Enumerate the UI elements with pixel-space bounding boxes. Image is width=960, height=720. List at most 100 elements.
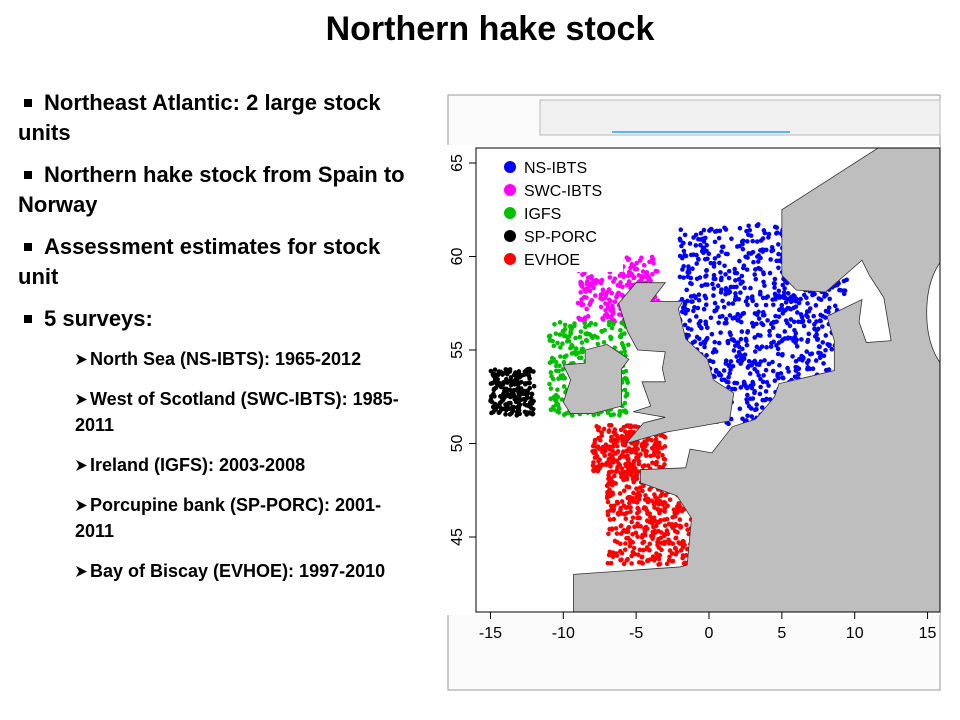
survey-point [558, 354, 563, 359]
survey-point [643, 524, 649, 530]
survey-point [609, 459, 615, 465]
survey-point [778, 231, 784, 237]
survey-point [675, 469, 681, 474]
survey-point [625, 257, 631, 262]
survey-point [571, 382, 576, 388]
survey-point [644, 292, 650, 297]
survey-point [678, 505, 684, 511]
survey-point [814, 258, 820, 263]
survey-point [600, 363, 606, 368]
survey-point [776, 386, 782, 392]
survey-point [600, 291, 605, 296]
survey-point [582, 269, 587, 274]
survey-point [582, 324, 588, 330]
survey-point [592, 437, 598, 443]
survey-point [779, 269, 785, 275]
survey-point [639, 276, 644, 282]
survey-point [607, 391, 613, 397]
survey-point [700, 398, 705, 404]
survey-point [585, 286, 591, 292]
survey-point [661, 517, 667, 522]
survey-point [632, 465, 637, 471]
survey-point [548, 386, 554, 391]
survey-point [651, 518, 657, 524]
survey-point [569, 413, 575, 418]
survey-point [556, 376, 561, 381]
survey-point [666, 541, 672, 546]
survey-point [803, 264, 809, 269]
survey-point [776, 340, 782, 345]
survey-point [628, 271, 634, 276]
survey-point [514, 374, 519, 380]
survey-point [814, 238, 820, 244]
survey-point [673, 535, 679, 541]
survey-point [517, 402, 523, 408]
survey-point [826, 287, 832, 292]
arrow-shape [76, 394, 87, 405]
survey-point [803, 269, 808, 275]
survey-point [712, 229, 718, 234]
survey-point [829, 282, 835, 288]
survey-point [640, 468, 646, 474]
survey-point [703, 235, 708, 241]
survey-point [622, 442, 628, 448]
survey-point [815, 336, 821, 342]
survey-point [817, 418, 822, 423]
survey-point [840, 358, 846, 363]
sub-bullet: North Sea (NS-IBTS): 1965-2012 [75, 346, 420, 372]
survey-point [677, 318, 683, 324]
survey-point [816, 344, 822, 349]
survey-point [685, 326, 691, 331]
survey-point [516, 390, 521, 396]
survey-point [680, 490, 685, 495]
survey-point [602, 405, 607, 411]
survey-point [497, 381, 503, 386]
survey-point [501, 379, 506, 385]
survey-point [617, 334, 623, 339]
survey-point [622, 547, 628, 552]
survey-point [698, 341, 704, 347]
survey-point [805, 301, 810, 306]
survey-point [720, 298, 725, 304]
survey-point [713, 349, 719, 354]
survey-point [743, 336, 749, 342]
survey-point [667, 539, 673, 545]
survey-point [715, 305, 720, 310]
survey-point [618, 523, 624, 528]
survey-point [840, 344, 846, 350]
survey-point [758, 333, 763, 338]
survey-point [683, 311, 688, 316]
survey-point [658, 433, 663, 438]
survey-point [632, 469, 637, 475]
survey-point [823, 308, 829, 314]
survey-point [591, 285, 596, 291]
survey-point [653, 495, 658, 500]
continent [573, 148, 940, 612]
survey-point [704, 268, 709, 273]
survey-point [558, 373, 564, 378]
survey-point [579, 262, 585, 268]
survey-point [578, 290, 583, 295]
survey-point [669, 524, 675, 529]
survey-point [569, 345, 575, 350]
survey-point [685, 560, 691, 565]
survey-point [589, 264, 594, 269]
survey-point [655, 520, 660, 526]
survey-point [612, 319, 617, 324]
survey-point [659, 445, 665, 451]
survey-point [707, 378, 713, 383]
survey-point [646, 300, 652, 306]
survey-point [618, 523, 624, 529]
survey-point [697, 323, 702, 329]
survey-point [518, 386, 524, 391]
survey-point [654, 443, 660, 449]
survey-point [530, 411, 535, 417]
survey-point [710, 373, 716, 379]
survey-point [685, 298, 690, 304]
survey-point [812, 225, 818, 231]
survey-point [820, 373, 826, 379]
survey-point [798, 407, 804, 413]
survey-point [512, 382, 518, 387]
survey-point [607, 447, 613, 452]
survey-point [768, 344, 774, 349]
